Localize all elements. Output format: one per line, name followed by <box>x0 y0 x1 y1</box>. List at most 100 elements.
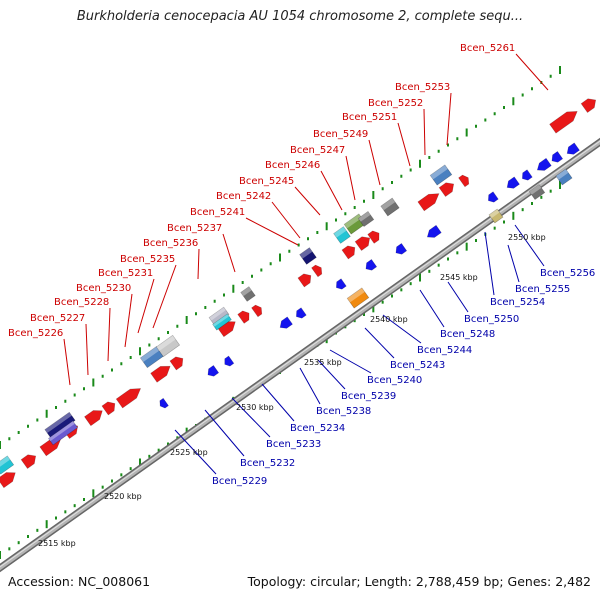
forward-gene <box>251 304 263 318</box>
gene-label-forward: Bcen_5242 <box>216 191 271 202</box>
tick-mark <box>475 239 477 242</box>
forward-gene <box>417 193 440 212</box>
tick-mark <box>549 189 552 193</box>
feature-block <box>212 313 232 331</box>
tick-mark <box>297 243 300 247</box>
tick-mark <box>493 226 496 230</box>
tick-mark <box>381 187 384 191</box>
tick-mark <box>111 368 113 372</box>
label-leader <box>447 281 469 313</box>
gene-label-forward: Bcen_5241 <box>190 207 245 218</box>
tick-mark <box>400 174 403 178</box>
tick-mark <box>111 479 113 483</box>
label-leader <box>85 323 89 376</box>
tick-mark <box>465 128 468 137</box>
feature-block <box>48 420 78 446</box>
tick-mark <box>363 313 365 316</box>
tick-mark <box>139 347 141 356</box>
feature-block <box>429 164 453 186</box>
tick-mark <box>353 206 356 209</box>
label-leader <box>382 314 422 344</box>
label-leader <box>197 248 200 280</box>
scale-label: 2515 kbp <box>38 539 76 548</box>
tick-mark <box>456 251 459 255</box>
gene-label-reverse: Bcen_5254 <box>490 297 545 308</box>
label-leader <box>364 327 395 359</box>
feature-block <box>555 168 573 186</box>
gene-label-forward: Bcen_5252 <box>368 98 423 109</box>
label-leader <box>507 244 520 283</box>
tick-mark <box>55 516 57 520</box>
tick-mark <box>269 262 272 266</box>
forward-gene <box>354 236 371 251</box>
tick-mark <box>148 343 151 347</box>
label-leader <box>514 224 545 267</box>
feature-block <box>488 208 504 224</box>
tick-mark <box>521 208 524 212</box>
tick-mark <box>73 393 76 397</box>
tick-mark <box>512 97 515 106</box>
label-leader <box>329 349 372 374</box>
tick-mark <box>0 441 1 449</box>
tick-mark <box>176 324 179 328</box>
scale-label: 2525 kbp <box>170 448 208 457</box>
tick-mark <box>391 181 393 184</box>
forward-gene <box>169 356 184 371</box>
scale-label: 2545 kbp <box>440 273 478 282</box>
reverse-gene <box>522 169 533 181</box>
gene-label-reverse: Bcen_5243 <box>390 360 445 371</box>
tick-mark <box>503 220 505 224</box>
tick-mark <box>335 218 337 222</box>
genome-summary: Topology: circular; Length: 2,788,459 bp… <box>247 574 591 589</box>
scale-label: 2540 kbp <box>370 315 408 324</box>
tick-mark <box>447 257 449 261</box>
label-leader <box>515 53 549 91</box>
tick-mark <box>45 520 48 529</box>
forward-gene <box>458 174 470 188</box>
gene-label-reverse: Bcen_5250 <box>464 314 519 325</box>
reverse-gene <box>279 316 293 329</box>
tick-mark <box>204 306 207 309</box>
gene-label-forward: Bcen_5253 <box>395 82 450 93</box>
tick-mark <box>83 498 85 501</box>
reverse-gene <box>551 151 564 163</box>
reverse-gene <box>488 191 499 203</box>
reverse-gene <box>159 397 169 409</box>
label-leader <box>174 429 217 475</box>
gene-label-reverse: Bcen_5240 <box>367 375 422 386</box>
label-leader <box>271 201 301 239</box>
tick-mark <box>549 74 552 78</box>
tick-mark <box>129 356 132 359</box>
tick-mark <box>344 212 347 216</box>
label-leader <box>423 108 426 156</box>
tick-mark <box>437 149 440 153</box>
label-leader <box>299 367 321 405</box>
tick-mark <box>120 362 123 366</box>
label-leader <box>446 92 452 146</box>
tick-mark <box>185 316 188 324</box>
gene-label-reverse: Bcen_5233 <box>266 439 321 450</box>
gene-label-forward: Bcen_5228 <box>54 297 109 308</box>
tick-mark <box>409 168 412 172</box>
label-leader <box>231 397 271 438</box>
label-leader <box>107 307 111 362</box>
tick-mark <box>381 300 384 304</box>
tick-mark <box>437 263 440 267</box>
reverse-gene <box>566 142 580 155</box>
tick-mark <box>288 249 291 253</box>
tick-mark <box>120 473 123 477</box>
tick-mark <box>139 458 141 467</box>
tick-mark <box>251 274 253 278</box>
forward-gene <box>20 454 37 469</box>
tick-mark <box>92 489 95 498</box>
label-leader <box>245 217 299 246</box>
tick-mark <box>447 143 449 147</box>
gene-label-reverse: Bcen_5239 <box>341 391 396 402</box>
scale-label: 2535 kbp <box>304 358 342 367</box>
gene-label-forward: Bcen_5249 <box>313 129 368 140</box>
label-leader <box>484 231 495 296</box>
tick-mark <box>540 195 543 199</box>
gene-label-reverse: Bcen_5232 <box>240 458 295 469</box>
forward-gene <box>580 98 597 113</box>
